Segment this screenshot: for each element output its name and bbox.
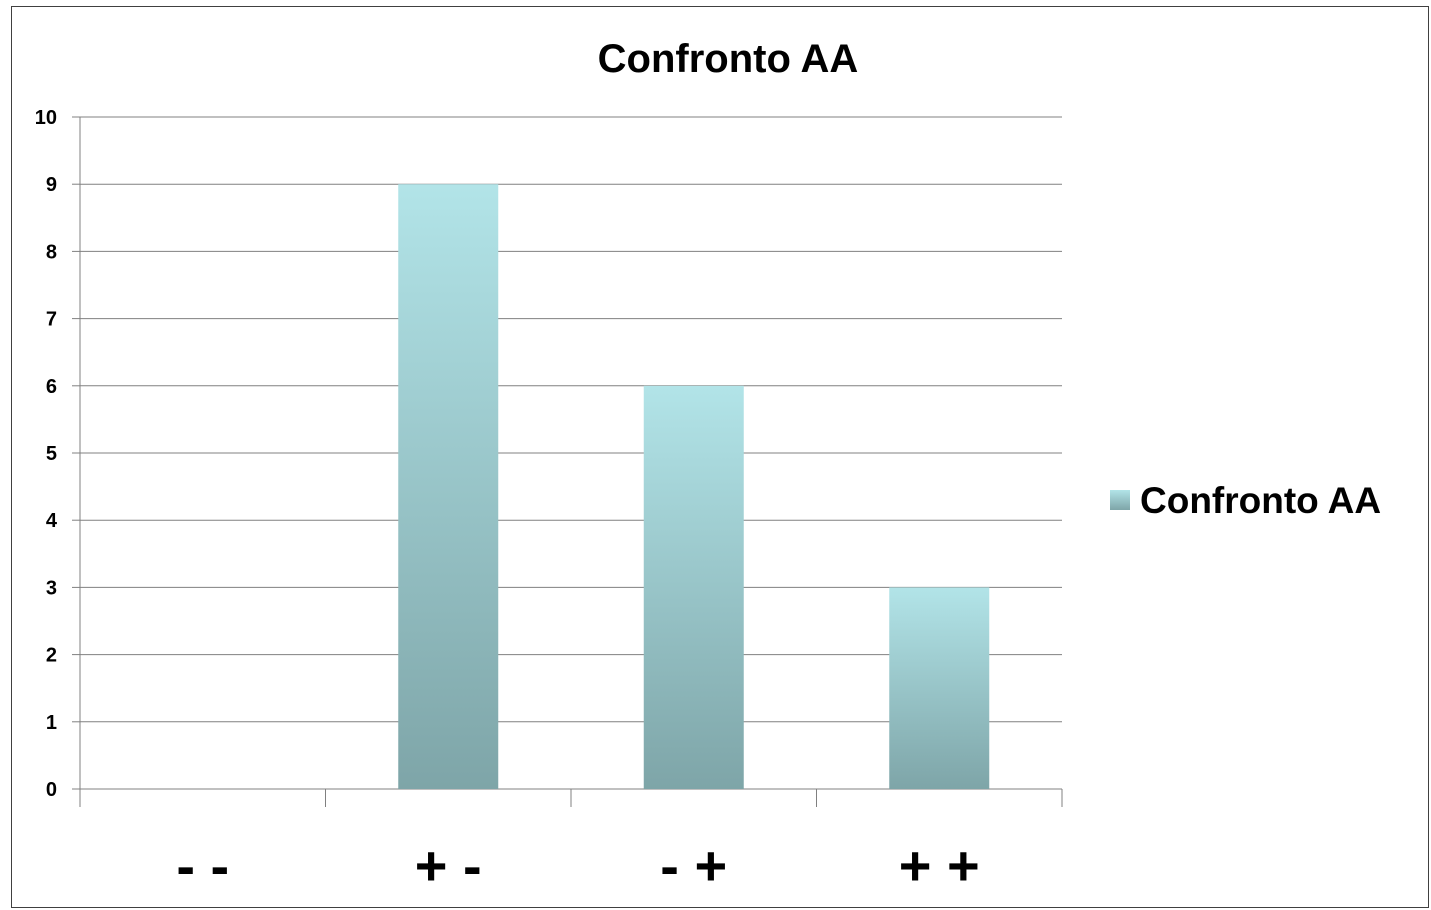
y-tick-labels: 0 1 2 3 4 5 6 7 8 9 10 [35,107,58,801]
bar [643,385,744,789]
bars [398,184,990,789]
y-tick-label: 3 [46,577,57,599]
x-tick-label: - - [176,834,229,897]
y-tick-label: 9 [46,174,57,196]
legend-swatch [1110,490,1130,510]
y-tick-label: 5 [46,443,57,465]
y-tick-label: 0 [46,779,57,801]
bar [889,587,990,789]
x-tick-label: + - [415,834,482,897]
legend: Confronto AA [1110,480,1381,521]
y-tick-label: 2 [46,645,57,667]
x-tick-labels: - - + - - + + + [176,834,979,897]
y-tick-label: 1 [46,712,57,734]
y-tick-label: 8 [46,241,57,263]
legend-label: Confronto AA [1140,480,1381,521]
chart-title: Confronto AA [598,37,859,81]
y-tick-label: 4 [46,510,58,532]
y-tick-label: 10 [35,107,57,129]
bar [398,184,499,789]
x-tick-label: - + [660,834,727,897]
y-tick-label: 6 [46,376,57,398]
y-tick-label: 7 [46,309,57,331]
x-tick-label: + + [899,834,980,897]
